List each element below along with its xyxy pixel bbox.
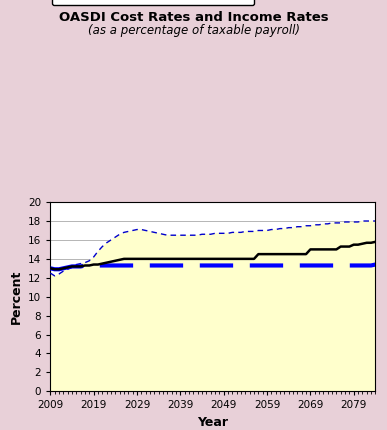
Y-axis label: Percent: Percent (9, 270, 22, 324)
X-axis label: Year: Year (197, 416, 228, 429)
Text: OASDI Cost Rates and Income Rates: OASDI Cost Rates and Income Rates (59, 11, 328, 24)
Legend: Cost rates with this provision, Income rates under present law, Income rates wit: Cost rates with this provision, Income r… (52, 0, 254, 5)
Text: (as a percentage of taxable payroll): (as a percentage of taxable payroll) (87, 24, 300, 37)
